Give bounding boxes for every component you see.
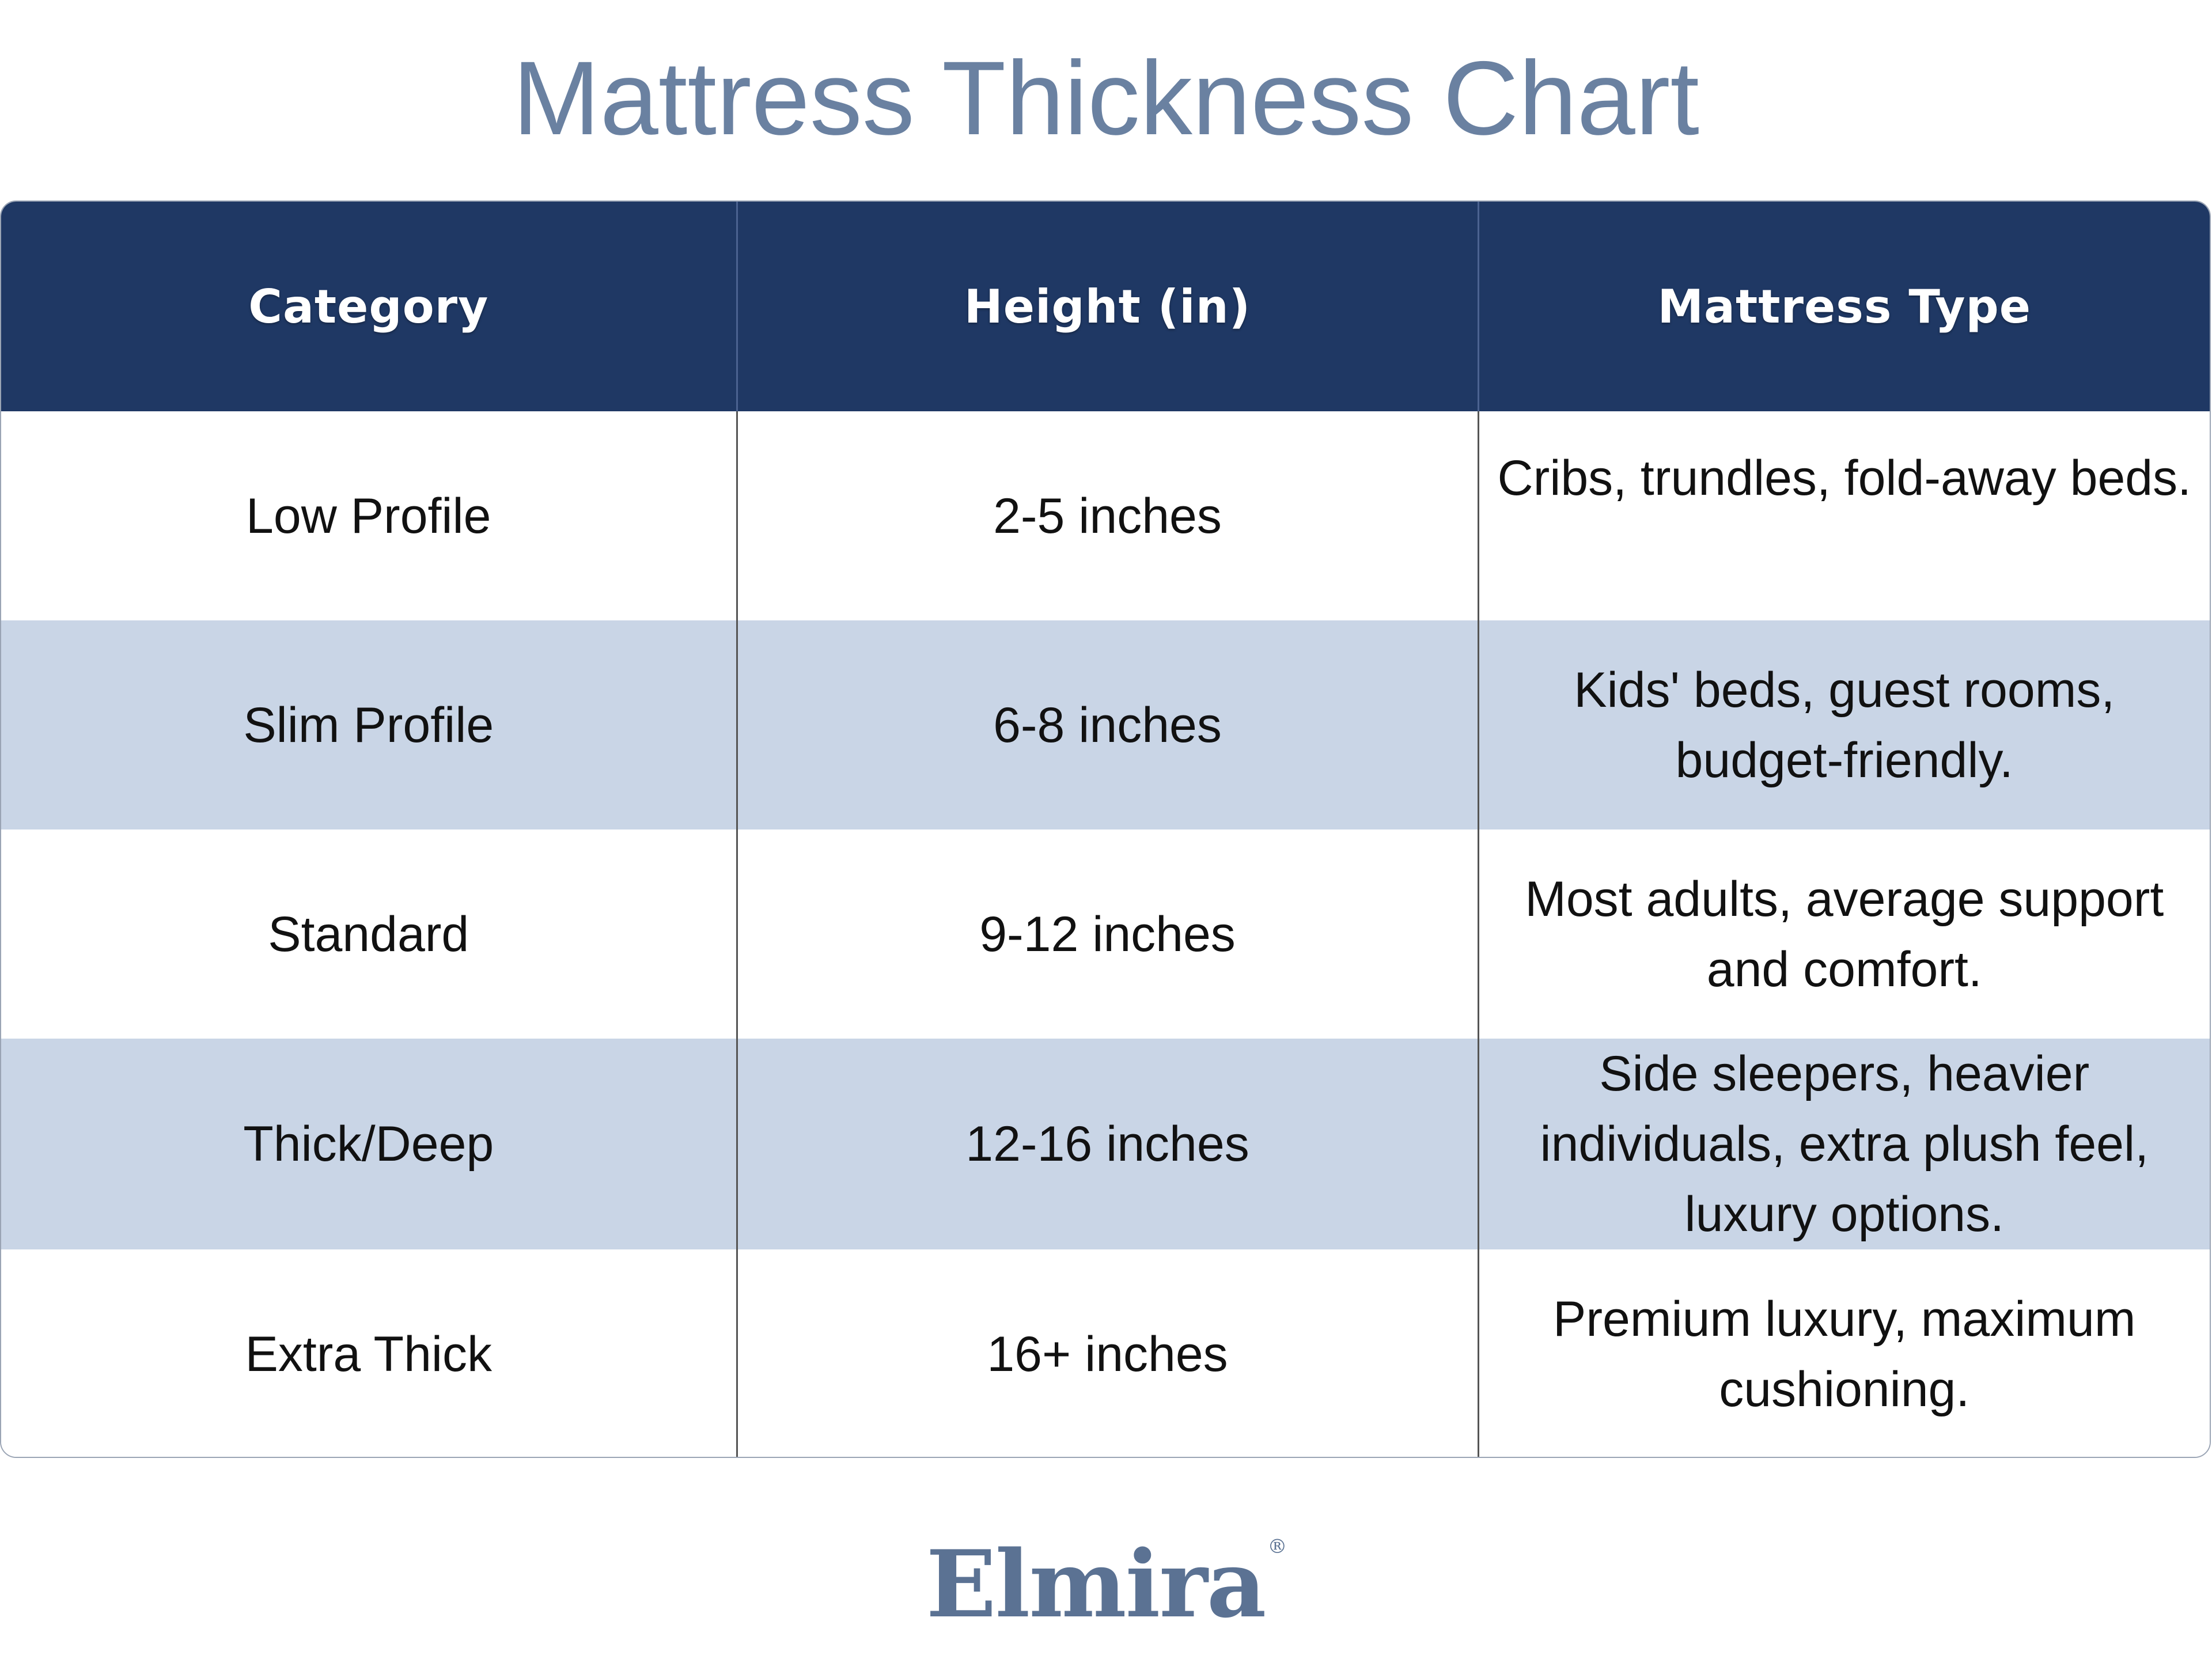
table-row: Extra Thick 16+ inches Premium luxury, m… [1,1249,2210,1457]
cell-category: Thick/Deep [1,1039,738,1249]
cell-mattress-type: Kids' beds, guest rooms, budget-friendly… [1574,662,2115,788]
table-row: Thick/Deep 12-16 inches Side sleepers, h… [1,1039,2210,1249]
header-height: Height (in) [737,202,1479,411]
page-title: Mattress Thickness Chart [513,39,1699,157]
cell-height: 16+ inches [737,1249,1479,1457]
cell-height: 12-16 inches [737,1039,1479,1249]
table-header-row: Category Height (in) Mattress Type [1,202,2210,411]
registered-mark: ® [1267,1535,1287,1558]
thickness-table: Category Height (in) Mattress Type Low P… [1,202,2210,1457]
thickness-table-container: Category Height (in) Mattress Type Low P… [0,200,2211,1458]
header-category: Category [1,202,738,411]
elmira-logo: Elmira ® [0,1489,2212,1642]
cell-mattress-type: Side sleepers, heavier individuals, extr… [1540,1046,2149,1242]
cell-category: Slim Profile [1,620,738,830]
header-mattress-type: Mattress Type [1657,279,2032,334]
cell-category: Standard [1,830,738,1039]
cell-height: 9-12 inches [737,830,1479,1039]
cell-category: Extra Thick [1,1249,738,1457]
cell-category: Low Profile [1,411,738,620]
cell-mattress-type: Cribs, trundles, fold-away beds. [1497,450,2192,506]
cell-mattress-type: Most adults, average support and comfort… [1525,871,2164,997]
table-row: Slim Profile 6-8 inches Kids' beds, gues… [1,620,2210,830]
table-row: Standard 9-12 inches Most adults, averag… [1,830,2210,1039]
cell-height: 6-8 inches [737,620,1479,830]
cell-height: 2-5 inches [737,411,1479,620]
brand-name: Elmira [926,1530,1267,1638]
table-row: Low Profile 2-5 inches Cribs, trundles, … [1,411,2210,620]
cell-mattress-type: Premium luxury, maximum cushioning. [1553,1291,2136,1417]
